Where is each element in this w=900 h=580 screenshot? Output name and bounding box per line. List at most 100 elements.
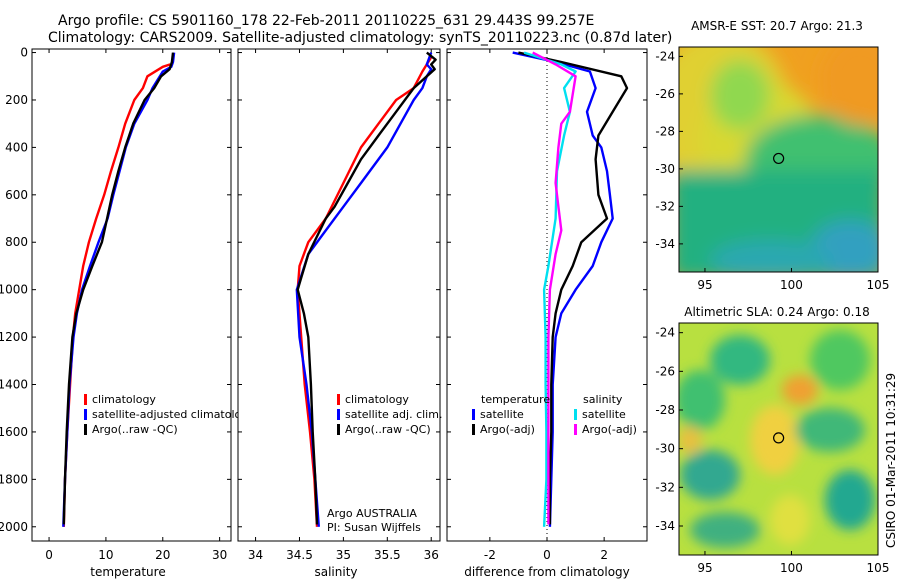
difference-legend: temperature salinity satellite Argo(-adj) sa… xyxy=(472,393,637,436)
salinity-xtick-label: 36 xyxy=(424,548,439,562)
difference-series-salinity-argo xyxy=(532,51,577,525)
sst-cool-patch xyxy=(710,60,770,130)
salinity-legend-1-label: satellite adj. clim. xyxy=(345,408,442,421)
figure-title-line2: Climatology: CARS2009. Satellite-adjuste… xyxy=(48,30,672,46)
sst-warm-patch xyxy=(820,47,878,125)
temperature-panel: 0 10 20 30 0 200 400 600 800 1000 1200 1400 1600 1800… xyxy=(0,46,255,579)
sla_map-ytick-label: -26 xyxy=(655,364,675,378)
salinity-legend-1-swatch xyxy=(337,409,340,420)
sst_map-ytick-label: -32 xyxy=(655,199,675,213)
sst-map-panel: AMSR-E SST: 20.7 Argo: 21.3 95 100 105 -24 -… xyxy=(655,19,890,292)
sla_map-ytick-label: -30 xyxy=(655,442,675,456)
argo-australia-label: Argo AUSTRALIA xyxy=(327,507,417,520)
sla_map-ytick-label: -34 xyxy=(655,519,675,533)
salinity-legend-0-label: climatology xyxy=(345,393,409,406)
salinity-xtick-label: 34 xyxy=(248,548,263,562)
difference-series-temperature-argo xyxy=(518,51,629,525)
sst_map-xtick-label: 105 xyxy=(867,278,890,292)
temperature-legend-0-label: climatology xyxy=(92,393,156,406)
sst-argo-location-marker xyxy=(773,152,785,165)
figure-title-line1: Argo profile: CS 5901160_178 22-Feb-2011… xyxy=(58,13,594,29)
sla-argo-location-marker xyxy=(773,432,785,444)
temperature-xtick-label: 10 xyxy=(98,548,113,562)
difference-legend-sal-satellite-label: satellite xyxy=(582,408,626,421)
sla-map-panel: Altimetric SLA: 0.24 Argo: 0.18 95 100 105… xyxy=(655,305,889,575)
sla_map-ytick-label: -28 xyxy=(655,403,675,417)
salinity-panel: 34 34.5 35 35.5 36 salinity climatology satel… xyxy=(237,48,442,579)
difference-legend-sal-argo-swatch xyxy=(574,424,577,435)
sla-heatmap xyxy=(679,323,878,555)
sla-low-patch xyxy=(810,330,870,390)
salinity-xtick-label: 35 xyxy=(336,548,351,562)
depth-tick-label: 0 xyxy=(20,46,28,60)
temperature-xtick-label: 20 xyxy=(155,548,170,562)
salinity-legend-2-label: Argo(..raw -QC) xyxy=(345,423,431,436)
salinity-xtick-label: 35.5 xyxy=(374,548,401,562)
sla_map-xtick-label: 105 xyxy=(867,561,890,575)
sst-cold-patch xyxy=(710,240,830,272)
temperature-axes-frame xyxy=(31,48,232,542)
depth-tick-label: 1200 xyxy=(0,330,28,344)
sst-map-title: AMSR-E SST: 20.7 Argo: 21.3 xyxy=(691,19,863,33)
temperature-xtick-label: 30 xyxy=(212,548,227,562)
difference-xtick-label: 2 xyxy=(600,548,608,562)
temperature-xtick-label: 0 xyxy=(45,548,53,562)
sst_map-ytick-label: -28 xyxy=(655,124,675,138)
temperature-xlabel: temperature xyxy=(90,565,165,579)
sst-axes-frame xyxy=(678,46,879,273)
sla_map-xtick-label: 100 xyxy=(780,561,803,575)
sla-axes-frame xyxy=(678,322,879,556)
sla-low-patch xyxy=(710,335,770,385)
depth-tick-label: 1400 xyxy=(0,378,28,392)
depth-tick-label: 2000 xyxy=(0,520,28,534)
sla-mid-patch xyxy=(750,405,800,475)
sst_map-ytick-label: -30 xyxy=(655,162,675,176)
sla-low-patch xyxy=(680,450,740,500)
difference-series-salinity-satellite xyxy=(523,51,577,527)
sst_map-ytick-label: -34 xyxy=(655,237,675,251)
pi-label: PI: Susan Wijffels xyxy=(327,521,421,534)
sla_map-xtick-label: 95 xyxy=(697,561,712,575)
sla-high-patch xyxy=(679,426,702,454)
salinity-legend: climatology satellite adj. clim. Argo(..ra… xyxy=(337,393,442,436)
salinity-series-argo xyxy=(296,51,437,525)
sla-high-patch xyxy=(782,375,818,405)
difference-legend-sal-satellite-swatch xyxy=(574,409,577,420)
temperature-legend-2-label: Argo(..raw -QC) xyxy=(92,423,178,436)
depth-tick-label: 800 xyxy=(5,235,28,249)
sst_map-xtick-label: 95 xyxy=(697,278,712,292)
difference-xtick-label: -2 xyxy=(484,548,496,562)
temperature-series-argo xyxy=(62,52,175,525)
csiro-credit: CSIRO 01-Mar-2011 10:31:29 xyxy=(884,373,898,548)
sst-heatmap xyxy=(679,47,878,272)
difference-legend-temp-argo-label: Argo(-adj) xyxy=(480,423,535,436)
depth-tick-label: 200 xyxy=(5,93,28,107)
salinity-legend-0-swatch xyxy=(337,394,340,405)
sla-low-patch xyxy=(690,512,760,548)
difference-legend-temp-satellite-swatch xyxy=(472,409,475,420)
sla_map-ytick-label: -32 xyxy=(655,480,675,494)
difference-legend-header-salinity: salinity xyxy=(583,393,623,406)
depth-tick-label: 1600 xyxy=(0,425,28,439)
depth-tick-label: 400 xyxy=(5,140,28,154)
difference-xtick-label: 0 xyxy=(543,548,551,562)
depth-tick-label: 1000 xyxy=(0,283,28,297)
temperature-legend-0-swatch xyxy=(84,394,87,405)
sla-low-patch xyxy=(795,408,865,452)
sst_map-xtick-label: 100 xyxy=(780,278,803,292)
sla-map-title: Altimetric SLA: 0.24 Argo: 0.18 xyxy=(684,305,869,319)
difference-xlabel: difference from climatology xyxy=(464,565,630,579)
temperature-legend-1-label: satellite-adjusted climatology xyxy=(92,408,255,421)
salinity-xtick-label: 34.5 xyxy=(286,548,313,562)
difference-legend-header-temperature: temperature xyxy=(481,393,550,406)
difference-panel: -2 0 2 difference from climatology tempera… xyxy=(446,48,648,579)
salinity-axes-frame xyxy=(237,48,441,542)
temperature-legend: climatology satellite-adjusted climatolog… xyxy=(84,393,255,436)
salinity-xlabel: salinity xyxy=(314,565,357,579)
difference-legend-temp-argo-swatch xyxy=(472,424,475,435)
difference-series-temperature-satellite xyxy=(512,51,614,527)
depth-tick-label: 600 xyxy=(5,188,28,202)
sla-low-patch xyxy=(825,470,875,530)
temperature-legend-2-swatch xyxy=(84,424,87,435)
sst_map-ytick-label: -24 xyxy=(655,49,675,63)
